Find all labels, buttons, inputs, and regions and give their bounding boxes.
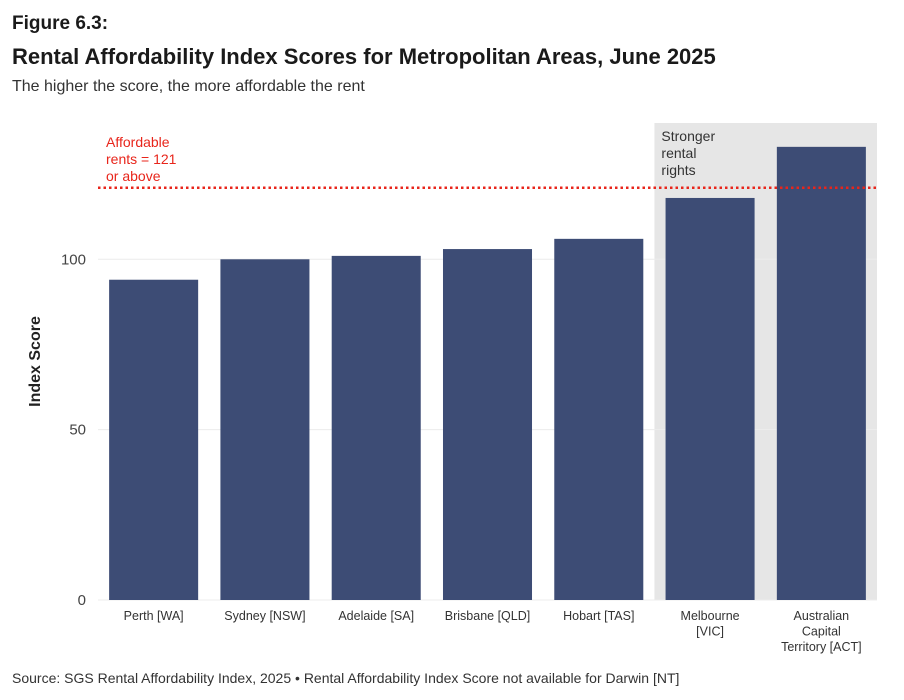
bar: [220, 259, 310, 600]
x-category-label: Sydney [NSW]: [224, 609, 305, 623]
chart-title: Rental Affordability Index Scores for Me…: [12, 44, 716, 69]
threshold-annotation: Affordable rents = 121 or above: [106, 134, 177, 184]
x-category-label: Melbourne [VIC]: [681, 609, 740, 639]
x-category-label: Perth [WA]: [124, 609, 184, 623]
y-tick-label: 100: [61, 251, 86, 268]
bar: [442, 249, 533, 601]
x-category-label: Adelaide [SA]: [338, 609, 414, 623]
chart-subtitle: The higher the score, the more affordabl…: [12, 78, 365, 95]
bar: [665, 197, 755, 600]
bar: [554, 238, 644, 601]
figure-label: Figure 6.3:: [12, 13, 109, 34]
source-note: Source: SGS Rental Affordability Index, …: [12, 670, 680, 686]
y-axis-label: Index Score: [27, 316, 44, 407]
y-tick-label: 0: [78, 592, 86, 609]
y-tick-label: 50: [69, 422, 86, 439]
highlight-annotation: Stronger rental rights: [661, 128, 715, 178]
x-category-label: Brisbane [QLD]: [445, 609, 530, 623]
x-category-label: Australian Capital Territory [ACT]: [781, 609, 862, 654]
x-category-label: Hobart [TAS]: [563, 609, 634, 623]
bar: [109, 279, 199, 600]
bar: [331, 255, 421, 600]
bar: [776, 146, 866, 600]
